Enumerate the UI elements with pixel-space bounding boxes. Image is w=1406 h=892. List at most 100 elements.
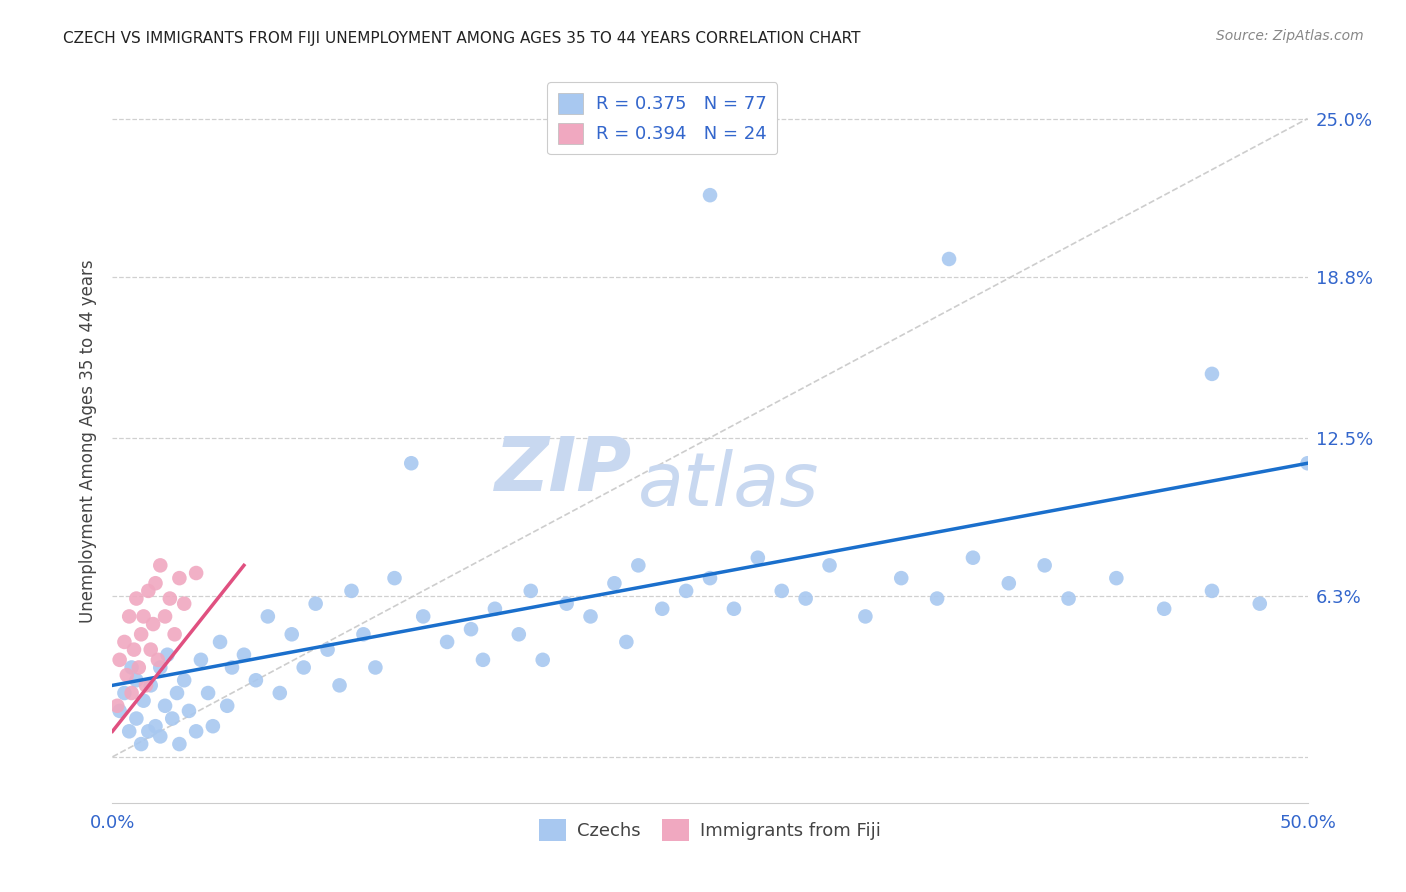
Point (1057, 591, 1080, 606)
Point (114, 686, 135, 700)
Point (651, 601, 673, 615)
Text: CZECH VS IMMIGRANTS FROM FIJI UNEMPLOYMENT AMONG AGES 35 TO 44 YEARS CORRELATION: CZECH VS IMMIGRANTS FROM FIJI UNEMPLOYME… (63, 31, 860, 46)
Point (998, 576, 1021, 591)
Text: ZIP: ZIP (495, 434, 633, 507)
Point (1249, 597, 1271, 611)
Point (364, 660, 387, 674)
Point (149, 558, 172, 573)
Point (118, 724, 141, 739)
Point (118, 609, 141, 624)
Point (139, 678, 162, 692)
Point (555, 597, 578, 611)
Point (121, 660, 143, 674)
Point (1296, 456, 1319, 470)
Point (129, 737, 152, 751)
Point (197, 686, 219, 700)
Point (125, 712, 148, 726)
Point (603, 576, 626, 591)
Point (257, 609, 280, 624)
Point (125, 591, 148, 606)
Point (163, 627, 186, 641)
Point (149, 730, 172, 744)
Point (138, 724, 160, 739)
Point (121, 686, 143, 700)
Point (139, 642, 162, 657)
Point (699, 188, 721, 202)
Point (794, 591, 817, 606)
Legend: Czechs, Immigrants from Fiji: Czechs, Immigrants from Fiji (531, 812, 889, 848)
Point (723, 601, 745, 615)
Y-axis label: Unemployment Among Ages 35 to 44 years: Unemployment Among Ages 35 to 44 years (79, 260, 97, 624)
Point (233, 648, 256, 662)
Point (166, 686, 188, 700)
Point (159, 591, 181, 606)
Point (209, 635, 232, 649)
Point (1201, 367, 1223, 381)
Point (484, 601, 506, 615)
Point (747, 550, 769, 565)
Point (146, 653, 169, 667)
Point (190, 653, 212, 667)
Point (162, 712, 183, 726)
Point (105, 698, 128, 713)
Point (340, 583, 363, 598)
Point (245, 673, 267, 688)
Point (699, 571, 721, 585)
Point (153, 609, 176, 624)
Point (173, 597, 195, 611)
Point (305, 597, 328, 611)
Point (818, 558, 841, 573)
Point (472, 653, 495, 667)
Point (770, 583, 793, 598)
Point (221, 660, 243, 674)
Point (1153, 601, 1175, 615)
Point (114, 635, 135, 649)
Point (153, 698, 176, 713)
Point (217, 698, 239, 713)
Point (616, 635, 638, 649)
Point (1201, 583, 1223, 598)
Point (145, 576, 167, 591)
Point (531, 653, 554, 667)
Point (186, 566, 208, 580)
Point (149, 660, 172, 674)
Point (962, 550, 984, 565)
Point (108, 653, 131, 667)
Point (128, 660, 150, 674)
Point (108, 704, 131, 718)
Point (436, 635, 458, 649)
Point (927, 591, 949, 606)
Point (142, 617, 165, 632)
Point (855, 609, 877, 624)
Text: Source: ZipAtlas.com: Source: ZipAtlas.com (1216, 29, 1364, 43)
Point (169, 737, 191, 751)
Point (135, 678, 157, 692)
Point (401, 456, 423, 470)
Point (627, 558, 650, 573)
Point (508, 627, 530, 641)
Point (460, 622, 482, 636)
Point (115, 668, 138, 682)
Point (316, 642, 339, 657)
Point (579, 609, 602, 624)
Point (138, 583, 160, 598)
Point (890, 571, 912, 585)
Point (938, 252, 960, 266)
Point (1033, 558, 1056, 573)
Point (281, 627, 304, 641)
Point (292, 660, 315, 674)
Point (132, 694, 155, 708)
Point (1105, 571, 1128, 585)
Point (145, 719, 167, 733)
Point (125, 673, 148, 688)
Text: atlas: atlas (638, 449, 820, 521)
Point (169, 571, 191, 585)
Point (173, 673, 195, 688)
Point (129, 627, 152, 641)
Point (186, 724, 208, 739)
Point (269, 686, 291, 700)
Point (384, 571, 406, 585)
Point (132, 609, 155, 624)
Point (177, 704, 200, 718)
Point (520, 583, 543, 598)
